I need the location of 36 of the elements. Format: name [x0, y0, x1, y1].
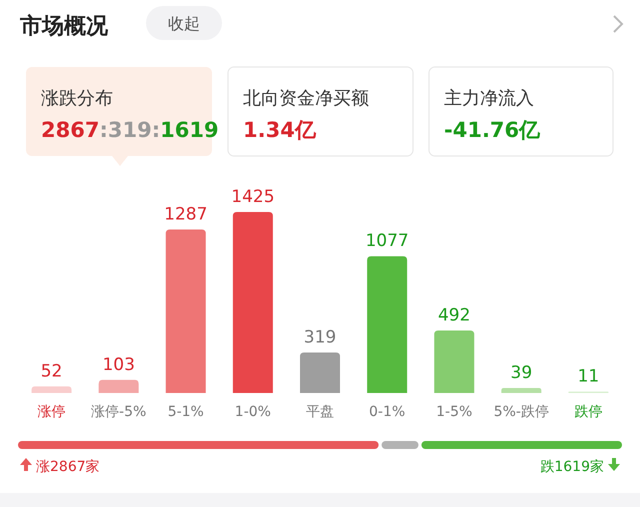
bar	[300, 352, 340, 393]
data-label: 11	[578, 366, 600, 387]
bar	[501, 388, 542, 393]
x-tick-label: 跌停	[574, 404, 602, 420]
bar	[98, 380, 139, 393]
x-tick-label: 平盘	[306, 404, 334, 420]
text: 2867:319:1619	[41, 118, 219, 142]
x-tick-label: 0-1%	[369, 404, 406, 420]
text: -41.76亿	[444, 118, 542, 142]
bar	[32, 386, 72, 393]
x-tick-label: 5-1%	[168, 404, 204, 420]
x-tick-label: 5%-跌停	[494, 404, 549, 420]
x-tick-label: 涨停-5%	[91, 404, 146, 420]
x-tick-label: 1-5%	[436, 404, 472, 420]
bar	[166, 230, 206, 393]
text: 涨跌分布	[41, 88, 113, 109]
data-label: 52	[40, 361, 62, 382]
x-tick-label: 涨停	[38, 404, 66, 420]
data-label: 103	[102, 354, 135, 375]
x-tick-label: 1-0%	[234, 404, 271, 420]
bar	[232, 212, 273, 393]
text: 跌1619家	[540, 459, 604, 475]
text: 北向资金净买额	[243, 88, 369, 109]
text: 主力净流入	[444, 88, 534, 109]
text: 1.34亿	[243, 118, 317, 142]
text: 涨2867家	[36, 459, 100, 475]
data-label: 492	[438, 306, 470, 326]
data-label: 1077	[365, 231, 409, 252]
data-label: 319	[304, 327, 336, 348]
bar	[367, 256, 408, 393]
data-label: 1287	[164, 204, 208, 225]
bar	[434, 330, 474, 393]
data-label: 39	[510, 363, 532, 384]
text: 市场概况	[19, 13, 109, 39]
text: 收起	[168, 14, 200, 33]
data-label: 1425	[231, 187, 275, 207]
